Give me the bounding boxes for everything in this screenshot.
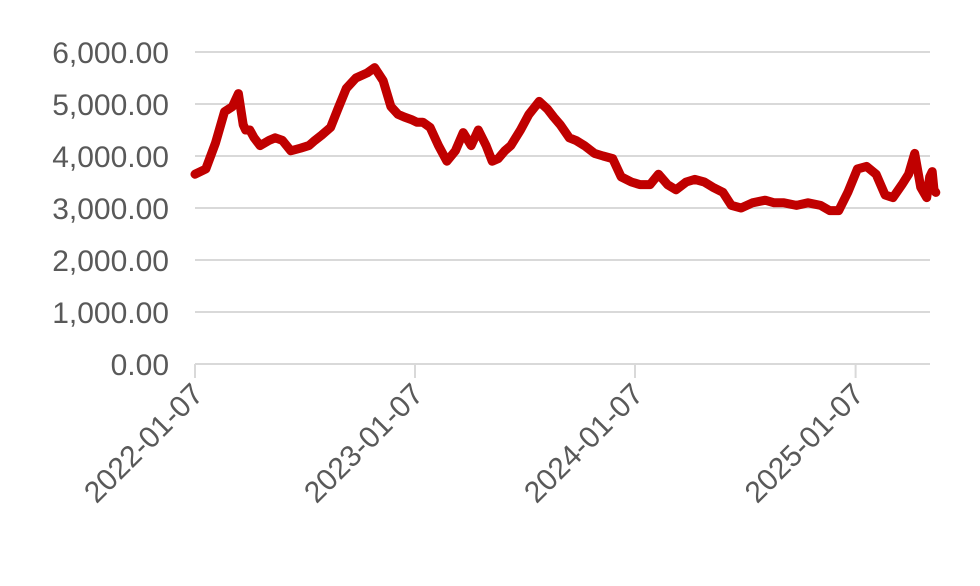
- series-line: [190, 63, 941, 216]
- y-tick-label: 3,000.00: [52, 193, 169, 226]
- x-tick-label: 2024-01-07: [518, 378, 650, 510]
- gridlines: [195, 51, 930, 365]
- y-axis-tick-labels: 0.00 1,000.00 2,000.00 3,000.00 4,000.00 5,00…: [52, 37, 169, 382]
- x-tick-label: 2022-01-07: [78, 378, 210, 510]
- y-tick-label: 2,000.00: [52, 245, 169, 278]
- x-tick-label: 2025-01-07: [739, 378, 871, 510]
- x-tick-label: 2023-01-07: [298, 378, 430, 510]
- y-tick-label: 1,000.00: [52, 297, 169, 330]
- x-axis-tick-labels: 2022-01-07 2023-01-07 2024-01-07 2025-01-07: [78, 378, 870, 510]
- y-tick-label: 0.00: [111, 349, 169, 382]
- x-axis: [194, 364, 857, 378]
- y-tick-label: 5,000.00: [52, 89, 169, 122]
- y-tick-label: 4,000.00: [52, 141, 169, 174]
- y-tick-label: 6,000.00: [52, 37, 169, 70]
